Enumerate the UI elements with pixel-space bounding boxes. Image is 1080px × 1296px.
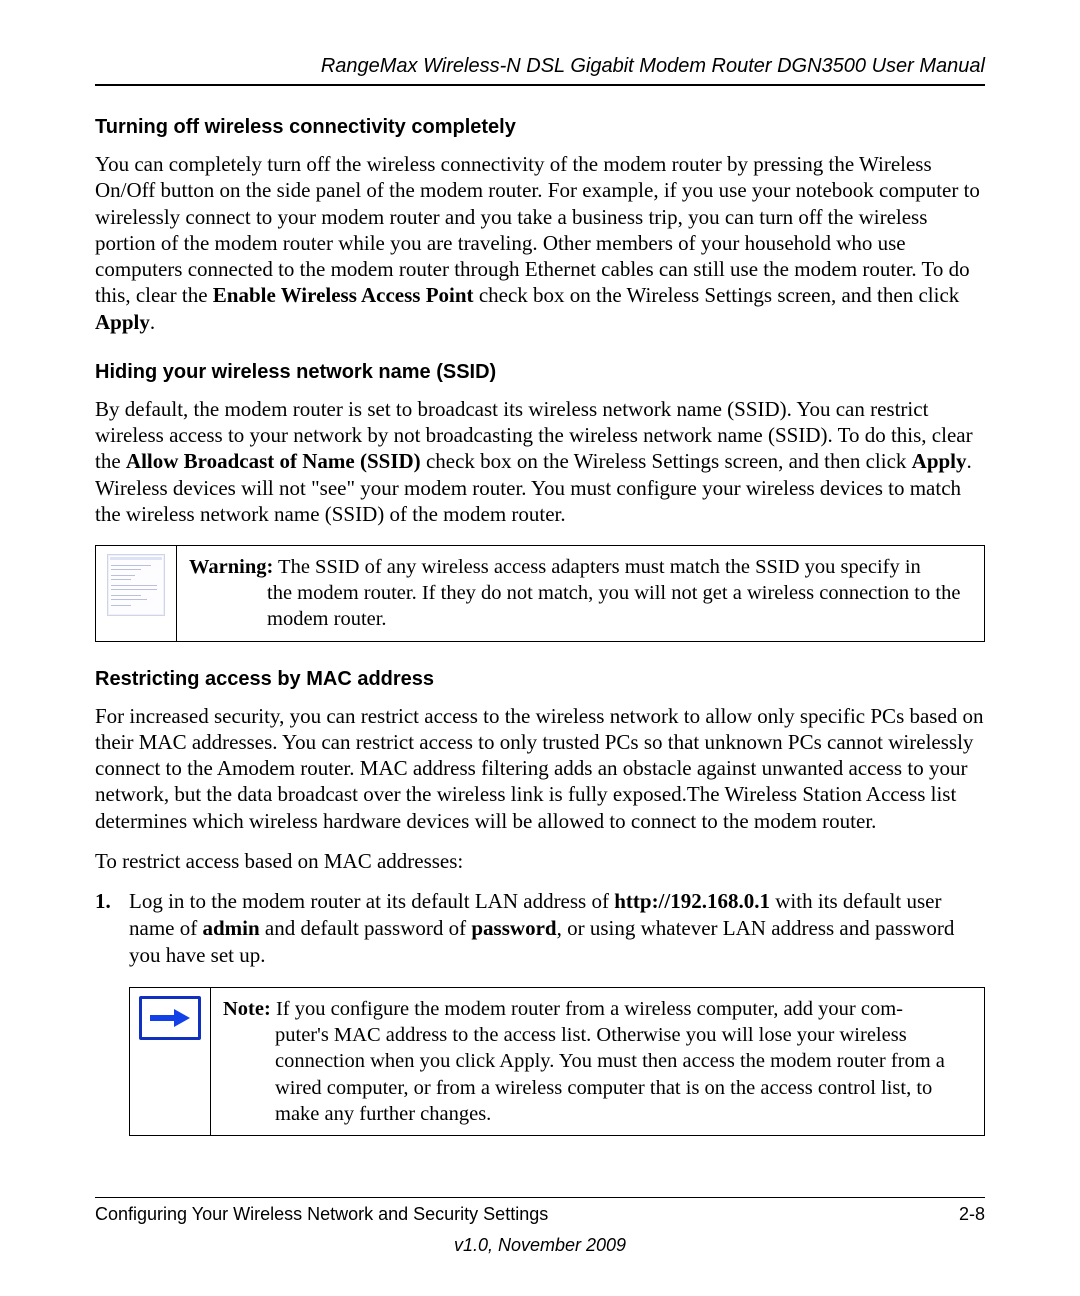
bold-text: Allow Broadcast of Name (SSID) (126, 449, 421, 473)
text: check box on the Wireless Settings scree… (474, 283, 960, 307)
section-body-mac-2: To restrict access based on MAC addresse… (95, 848, 985, 874)
section-body-mac-1: For increased security, you can restrict… (95, 703, 985, 834)
footer-row: Configuring Your Wireless Network and Se… (95, 1197, 985, 1225)
document-page: RangeMax Wireless-N DSL Gigabit Modem Ro… (0, 0, 1080, 1296)
arrow-icon (139, 996, 201, 1040)
step-1: Log in to the modem router at its defaul… (95, 888, 985, 969)
screenshot-thumbnail-icon (107, 554, 165, 616)
footer-version: v1.0, November 2009 (95, 1235, 985, 1256)
section-title-hiding-ssid: Hiding your wireless network name (SSID) (95, 361, 985, 384)
footer-left: Configuring Your Wireless Network and Se… (95, 1204, 548, 1225)
note-line2: puter's MAC address to the access list. … (223, 1022, 972, 1127)
text: Log in to the modem router at its defaul… (129, 889, 614, 913)
warning-line1: The SSID of any wireless access adapters… (273, 556, 921, 578)
header-title: RangeMax Wireless-N DSL Gigabit Modem Ro… (321, 55, 985, 77)
bold-text: Apply (912, 449, 967, 473)
bold-text: admin (202, 916, 259, 940)
bold-text: password (471, 916, 556, 940)
bold-text: Enable Wireless Access Point (213, 283, 474, 307)
note-line1: If you configure the modem router from a… (271, 998, 903, 1020)
warning-callout: Warning: The SSID of any wireless access… (95, 545, 985, 642)
page-header: RangeMax Wireless-N DSL Gigabit Modem Ro… (95, 55, 985, 86)
note-callout: Note: If you configure the modem router … (129, 987, 985, 1136)
section-body-hiding-ssid: By default, the modem router is set to b… (95, 396, 985, 527)
text: check box on the Wireless Settings scree… (421, 449, 912, 473)
steps-list: Log in to the modem router at its defaul… (95, 888, 985, 969)
note-lead: Note: (223, 998, 271, 1020)
section-body-turning-off: You can completely turn off the wireless… (95, 151, 985, 335)
note-text: Note: If you configure the modem router … (211, 988, 984, 1135)
warning-lead: Warning: (189, 556, 273, 578)
section-title-mac: Restricting access by MAC address (95, 668, 985, 691)
warning-icon-cell (96, 546, 177, 641)
warning-line2: the modem router. If they do not match, … (189, 580, 972, 632)
page-footer: Configuring Your Wireless Network and Se… (95, 1197, 985, 1256)
note-icon-cell (130, 988, 211, 1135)
footer-page-number: 2-8 (959, 1204, 985, 1225)
section-title-turning-off: Turning off wireless connectivity comple… (95, 116, 985, 139)
warning-text: Warning: The SSID of any wireless access… (177, 546, 984, 641)
bold-text: http://192.168.0.1 (614, 889, 770, 913)
text: and default password of (260, 916, 472, 940)
text: . (150, 310, 155, 334)
bold-text: Apply (95, 310, 150, 334)
